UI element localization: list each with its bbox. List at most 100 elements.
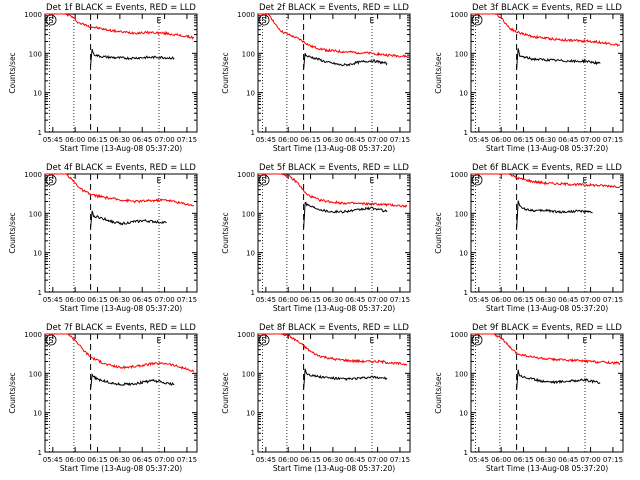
x-tick-label: 07:00	[580, 136, 600, 144]
y-tick-label: 100	[455, 50, 468, 58]
chart-panel-2: Det 2f BLACK = Events, RED = LLD 1 10 100 10…	[221, 3, 411, 153]
y-tick-label: 1	[38, 129, 42, 137]
x-tick-label: 07:00	[367, 456, 387, 464]
events-series-line	[90, 210, 167, 229]
x-tick-label: 06:45	[132, 136, 152, 144]
x-tick-label: 06:45	[132, 456, 152, 464]
y-axis-label: Counts/sec	[221, 372, 230, 413]
plot-frame	[257, 173, 411, 293]
x-tick-label: 07:00	[367, 136, 387, 144]
chart-panel-7: Det 7f BLACK = Events, RED = LLD 1 10 100 10…	[8, 323, 198, 473]
x-axis-label: Start Time (13-Aug-08 05:37:20)	[60, 144, 182, 153]
start-marker-label: S	[49, 336, 54, 345]
y-tick-label: 100	[455, 370, 468, 378]
x-tick-label: 06:45	[345, 296, 365, 304]
x-tick-label: 06:15	[87, 136, 107, 144]
x-tick-label: 06:00	[65, 296, 85, 304]
chart-panel-5: Det 5f BLACK = Events, RED = LLD 1 10 100 10…	[221, 163, 411, 313]
y-tick-label: 10	[246, 410, 255, 418]
plot-frame	[44, 333, 198, 453]
x-tick-label: 06:00	[278, 296, 298, 304]
x-tick-label: 06:15	[87, 456, 107, 464]
x-axis-label: Start Time (13-Aug-08 05:37:20)	[486, 464, 608, 473]
x-tick-label: 07:15	[603, 456, 623, 464]
y-tick-label: 100	[29, 50, 42, 58]
x-tick-label: 05:45	[469, 456, 489, 464]
x-tick-label: 06:00	[278, 456, 298, 464]
lld-series-line	[471, 173, 621, 189]
start-marker-circle	[258, 14, 270, 26]
lld-series-line	[258, 173, 408, 208]
y-tick-label: 10	[246, 250, 255, 258]
x-tick-label: 06:15	[300, 456, 320, 464]
plot-frame	[257, 13, 411, 133]
y-axis-label: Counts/sec	[434, 372, 443, 413]
events-series-line	[90, 48, 175, 66]
end-marker-label: E	[582, 176, 587, 185]
y-axis-label: Counts/sec	[221, 212, 230, 253]
start-marker-circle	[471, 174, 483, 186]
y-tick-label: 100	[242, 50, 255, 58]
lld-series-line	[45, 333, 195, 373]
x-tick-label: 06:00	[65, 456, 85, 464]
y-axis-label: Counts/sec	[434, 52, 443, 93]
y-tick-label: 1	[38, 289, 42, 297]
x-tick-label: 07:00	[154, 136, 174, 144]
y-tick-label: 10	[459, 250, 468, 258]
y-tick-label: 1000	[450, 171, 468, 179]
start-marker-label: S	[475, 16, 480, 25]
y-tick-label: 1	[251, 289, 255, 297]
x-tick-label: 07:15	[177, 296, 197, 304]
events-series-line	[303, 53, 388, 70]
x-tick-label: 06:30	[536, 456, 556, 464]
x-tick-label: 07:15	[603, 136, 623, 144]
y-axis-label: Counts/sec	[8, 52, 17, 93]
start-marker-circle	[45, 14, 57, 26]
x-tick-label: 06:30	[110, 136, 130, 144]
x-tick-label: 07:15	[390, 456, 410, 464]
x-tick-label: 06:15	[300, 296, 320, 304]
lld-series-line	[45, 13, 195, 40]
y-axis-label: Counts/sec	[8, 372, 17, 413]
start-marker-circle	[45, 334, 57, 346]
y-tick-label: 10	[33, 90, 42, 98]
chart-title: Det 8f BLACK = Events, RED = LLD	[259, 323, 409, 333]
plot-frame	[470, 173, 624, 293]
chart-title: Det 2f BLACK = Events, RED = LLD	[259, 3, 409, 13]
y-tick-label: 1000	[237, 171, 255, 179]
x-axis-label: Start Time (13-Aug-08 05:37:20)	[60, 304, 182, 313]
y-tick-label: 1000	[24, 331, 42, 339]
x-tick-label: 05:45	[43, 136, 63, 144]
y-tick-label: 1	[251, 129, 255, 137]
x-tick-label: 06:45	[132, 296, 152, 304]
y-axis-label: Counts/sec	[434, 212, 443, 253]
x-tick-label: 06:00	[491, 136, 511, 144]
events-series-line	[516, 369, 601, 390]
plot-frame	[470, 13, 624, 133]
y-tick-label: 100	[242, 370, 255, 378]
chart-title: Det 5f BLACK = Events, RED = LLD	[259, 163, 409, 173]
end-marker-label: E	[582, 16, 587, 25]
x-tick-label: 06:15	[300, 136, 320, 144]
chart-panel-4: Det 4f BLACK = Events, RED = LLD 1 10 100 10…	[8, 163, 198, 313]
x-tick-label: 05:45	[256, 296, 276, 304]
x-tick-label: 06:45	[558, 296, 578, 304]
x-axis-label: Start Time (13-Aug-08 05:37:20)	[273, 464, 395, 473]
x-tick-label: 06:45	[558, 136, 578, 144]
chart-title: Det 3f BLACK = Events, RED = LLD	[472, 3, 622, 13]
x-tick-label: 07:15	[603, 296, 623, 304]
x-tick-label: 06:15	[513, 456, 533, 464]
x-tick-label: 05:45	[256, 136, 276, 144]
y-tick-label: 100	[242, 210, 255, 218]
events-series-line	[303, 201, 388, 229]
start-marker-label: S	[262, 336, 267, 345]
x-tick-label: 07:00	[580, 456, 600, 464]
lld-series-line	[471, 333, 621, 366]
start-marker-label: S	[262, 16, 267, 25]
x-axis-label: Start Time (13-Aug-08 05:37:20)	[273, 304, 395, 313]
x-tick-label: 06:30	[323, 296, 343, 304]
x-tick-label: 07:15	[390, 136, 410, 144]
start-marker-label: S	[475, 176, 480, 185]
chart-panel-6: Det 6f BLACK = Events, RED = LLD 1 10 100 10…	[434, 163, 624, 313]
